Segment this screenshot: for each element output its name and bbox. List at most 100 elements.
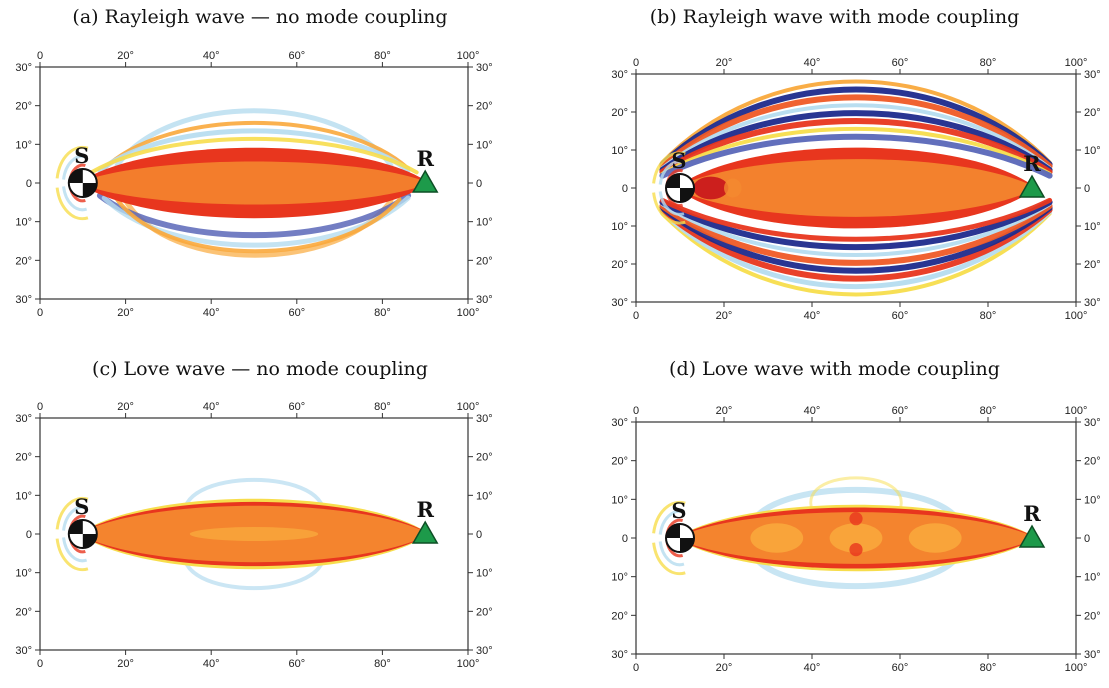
x-tick-label-top: 60° <box>892 57 909 69</box>
receiver-triangle-icon <box>411 169 439 193</box>
wave-band <box>659 110 1053 173</box>
y-tick-label-left: 20° <box>15 606 32 618</box>
inner-lobe <box>829 523 883 553</box>
y-tick-label-left: 30° <box>611 297 628 309</box>
y-tick-label-right: 20° <box>476 452 493 464</box>
wave-band <box>659 203 1053 266</box>
x-tick-label-bottom: 20° <box>117 658 134 670</box>
source-arc <box>62 505 88 531</box>
panel-title: (c) Love wave — no mode coupling <box>92 358 428 380</box>
x-tick-label-top: 60° <box>892 405 909 417</box>
y-tick-label-left: 20° <box>611 456 628 468</box>
x-tick-label-bottom: 0 <box>633 662 639 674</box>
wave-band <box>660 211 1052 297</box>
y-tick-label-left: 10° <box>15 490 32 502</box>
source-beachball-icon <box>665 523 695 553</box>
x-tick-label-bottom: 40° <box>203 307 220 319</box>
wave-band <box>659 199 1053 251</box>
x-tick-label-top: 20° <box>117 401 134 413</box>
y-tick-label-left: 30° <box>611 69 628 81</box>
panel-title: (d) Love wave with mode coupling <box>669 358 1000 380</box>
wave-field <box>652 79 1053 297</box>
x-tick-label-bottom: 60° <box>288 658 305 670</box>
y-tick-label-right: 0 <box>1084 533 1090 545</box>
y-tick-label-left: 30° <box>15 294 32 306</box>
x-tick-label-top: 20° <box>716 57 733 69</box>
x-tick-label-top: 0 <box>37 401 43 413</box>
source-beachball-icon <box>67 519 98 549</box>
wave-band <box>660 103 1052 171</box>
y-tick-label-left: 10° <box>15 139 32 151</box>
wave-band <box>115 197 402 254</box>
wave-field <box>652 476 1037 590</box>
wave-field <box>55 477 430 591</box>
receiver-label: R <box>416 146 434 171</box>
source-arc <box>658 160 685 185</box>
source-arc <box>652 192 686 225</box>
dark-patch <box>849 512 863 526</box>
dark-patch <box>849 543 863 557</box>
panel-b: (b) Rayleigh wave with mode coupling 0 0 2… <box>560 0 1109 330</box>
inner-lobe <box>750 523 804 553</box>
x-tick-label-top: 100° <box>1065 57 1088 69</box>
y-tick-label-right: 10° <box>476 217 493 229</box>
x-tick-label-bottom: 100° <box>457 307 480 319</box>
x-tick-label-bottom: 20° <box>716 310 733 322</box>
wave-band <box>97 128 411 173</box>
wave-field <box>55 108 430 258</box>
receiver-triangle-icon <box>1018 174 1046 198</box>
source-label: S <box>74 143 89 168</box>
panel-a: (a) Rayleigh wave — no mode coupling 0 0 2… <box>0 0 520 330</box>
y-tick-label-right: 30° <box>1084 297 1101 309</box>
y-tick-label-left: 0 <box>622 533 628 545</box>
x-tick-label-top: 40° <box>804 57 821 69</box>
x-tick-label-top: 0 <box>633 57 639 69</box>
panel-title: (b) Rayleigh wave with mode coupling <box>649 6 1020 28</box>
x-tick-label-top: 100° <box>457 50 480 62</box>
source-arc <box>55 145 89 179</box>
y-tick-label-left: 30° <box>611 417 628 429</box>
source-arc <box>62 537 88 563</box>
source-arc <box>658 541 685 567</box>
y-tick-label-left: 20° <box>611 610 628 622</box>
y-tick-label-right: 30° <box>476 413 493 425</box>
y-tick-label-left: 20° <box>15 452 32 464</box>
x-tick-label-top: 40° <box>203 50 220 62</box>
x-tick-label-top: 60° <box>288 401 305 413</box>
y-tick-label-left: 30° <box>15 413 32 425</box>
x-tick-label-bottom: 100° <box>1065 662 1088 674</box>
x-tick-label-top: 100° <box>1065 405 1088 417</box>
x-tick-label-bottom: 60° <box>892 662 909 674</box>
source-arc <box>55 496 89 530</box>
source-arc <box>62 186 88 212</box>
x-tick-label-bottom: 40° <box>804 662 821 674</box>
y-tick-label-right: 20° <box>1084 107 1101 119</box>
y-tick-label-right: 0 <box>476 178 482 190</box>
x-tick-label-top: 80° <box>374 401 391 413</box>
y-tick-label-right: 20° <box>476 101 493 113</box>
panel-c: (c) Love wave — no mode coupling 0 0 20° 20… <box>0 352 520 688</box>
x-tick-label-top: 40° <box>203 401 220 413</box>
y-tick-label-right: 20° <box>476 606 493 618</box>
x-tick-label-bottom: 20° <box>117 307 134 319</box>
wave-band <box>659 86 1053 168</box>
wave-band <box>89 136 419 175</box>
x-tick-label-top: 100° <box>457 401 480 413</box>
y-tick-label-right: 30° <box>1084 417 1101 429</box>
wave-band <box>102 120 411 171</box>
source-label: S <box>74 494 89 519</box>
y-tick-label-left: 20° <box>611 259 628 271</box>
receiver-label: R <box>1023 501 1041 526</box>
y-tick-label-left: 10° <box>611 221 628 233</box>
y-tick-label-right: 30° <box>476 62 493 74</box>
x-tick-label-top: 80° <box>374 50 391 62</box>
y-tick-label-left: 0 <box>26 529 32 541</box>
wave-band <box>659 118 1053 175</box>
core-lobe <box>78 161 430 205</box>
y-tick-label-right: 20° <box>1084 259 1101 271</box>
panel-title: (a) Rayleigh wave — no mode coupling <box>72 6 448 28</box>
wave-band <box>747 546 965 590</box>
x-tick-label-top: 80° <box>980 405 997 417</box>
y-tick-label-right: 30° <box>1084 649 1101 661</box>
